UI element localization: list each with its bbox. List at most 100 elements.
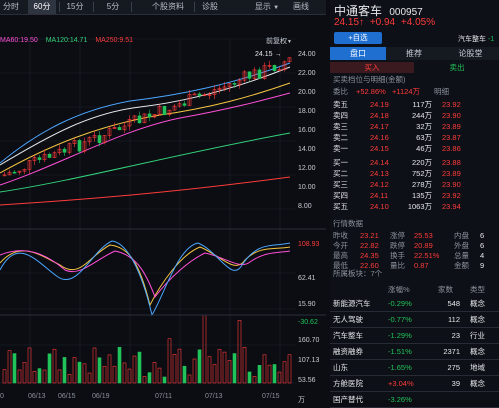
level-label: 卖二 [333, 133, 348, 142]
level-label: 买二 [333, 169, 348, 178]
display-menu[interactable]: 显示 ▼ [252, 0, 282, 14]
ask-row: 卖五 24.19 117万 23.92 [330, 99, 499, 110]
level-volume: 63万 [416, 133, 432, 142]
sector-change: -1.51% [388, 347, 412, 356]
tab-60min[interactable]: 60分 [28, 0, 56, 14]
volume-bar [257, 365, 262, 384]
detail-price: 23.86 [442, 144, 461, 153]
candle-body [152, 114, 157, 118]
stock-price-line: 24.15↑ +0.94 +4.05% [334, 17, 435, 28]
sector-change: +3.04% [388, 379, 414, 388]
sector-name: 无人驾驶 [333, 315, 363, 324]
candle-body [27, 160, 32, 170]
candle-body [167, 109, 172, 115]
divider [330, 343, 499, 344]
level-label: 买三 [333, 180, 348, 189]
candle-body [17, 170, 22, 173]
level-label: 卖四 [333, 111, 348, 120]
sector-change: -1.29% [388, 331, 412, 340]
ask-row: 卖三 24.17 32万 23.89 [330, 121, 499, 132]
indicator-tick: 62.41 [298, 275, 316, 282]
sector-count: 112 [448, 315, 460, 324]
sector-type: 概念 [470, 347, 485, 356]
candle-body [172, 105, 177, 111]
volume-bar [217, 349, 222, 384]
ask-row: 卖四 24.18 244万 23.90 [330, 110, 499, 121]
kline-chart[interactable]: MA60:19.50 MA120:14.71 MA250:9.51 前复权▼ 2… [0, 15, 326, 404]
sector-row[interactable]: 融资融券 -1.51% 2371 概念 [330, 346, 499, 357]
weibi-ratio: +52.86% [356, 87, 386, 96]
ma-legend: MA60:19.50 MA120:14.71 MA250:9.51 [0, 37, 133, 44]
buy-tab[interactable]: 买入 [330, 62, 414, 73]
tab-5min[interactable]: 5分 [106, 2, 120, 11]
volume-bars [2, 314, 292, 384]
volume-bar [197, 349, 202, 384]
candle-body [52, 152, 57, 158]
stat-key: 最低 [333, 261, 348, 270]
bid-row: 买二 24.13 752万 23.89 [330, 168, 499, 179]
sector-row[interactable]: 无人驾驶 -0.77% 112 概念 [330, 314, 499, 325]
draw-line-button[interactable]: 画线 [293, 2, 309, 11]
price-tick: 12.00 [298, 165, 316, 172]
volume-bar [132, 355, 137, 384]
sector-row[interactable]: 新能源汽车 -0.29% 548 概念 [330, 298, 499, 309]
volume-bar [207, 356, 212, 384]
chart-canvas [0, 38, 326, 384]
date-tick: 07/11 [155, 393, 172, 400]
bid-row: 买四 24.11 135万 23.92 [330, 190, 499, 201]
candle-body [237, 79, 242, 85]
level-volume: 220万 [411, 158, 432, 167]
volume-bar [62, 357, 67, 384]
candle-body [242, 71, 247, 81]
sector-row[interactable]: 方舱医院 +3.04% 39 概念 [330, 378, 499, 389]
divider [93, 2, 94, 12]
stat-key: 外盘 [454, 241, 469, 250]
volume-bar [272, 364, 277, 384]
ask-row: 卖二 24.16 63万 23.87 [330, 132, 499, 143]
sector-change: -1 [487, 36, 495, 43]
level-volume: 135万 [411, 191, 432, 200]
indicator-tick: 15.90 [298, 301, 316, 308]
volume-bar [267, 364, 272, 384]
tab-orderbook[interactable]: 盘口 [330, 47, 386, 60]
sector-quote[interactable]: 汽车整车 -1 [458, 34, 494, 44]
detail-price: 23.92 [442, 100, 461, 109]
volume-bar [232, 353, 237, 384]
candlesticks [2, 57, 292, 177]
add-watchlist-button[interactable]: +自选 [334, 32, 382, 44]
panel-tabs: 盘口 推荐 论股堂 [330, 47, 499, 60]
sell-tab[interactable]: 卖出 [449, 63, 465, 72]
tab-stock-profile[interactable]: 个股资料 [152, 2, 184, 11]
sector-change: -0.77% [388, 315, 412, 324]
adjust-mode-label[interactable]: 前复权▼ [266, 36, 292, 46]
level-label: 买一 [333, 158, 348, 167]
volume-bar [47, 353, 52, 384]
ma-white-line [0, 66, 291, 166]
volume-bar [277, 371, 282, 384]
ma-yellow-line [0, 82, 291, 174]
level-volume: 32万 [416, 122, 432, 131]
level-price: 24.12 [370, 180, 389, 189]
tab-recommend[interactable]: 推荐 [406, 49, 422, 58]
detail-label[interactable]: 明细 [434, 87, 449, 96]
tab-timeshare[interactable]: 分时 [3, 2, 19, 11]
candle-body [227, 83, 232, 88]
volume-bar [237, 320, 242, 384]
sector-type: 概念 [470, 315, 485, 324]
volume-tick: 160.70 [298, 337, 320, 344]
volume-bar [202, 314, 207, 384]
sector-name: 山东 [333, 363, 348, 372]
volume-bar [177, 348, 182, 384]
indicator-tick: 108.93 [298, 241, 320, 248]
tab-15min[interactable]: 15分 [66, 2, 84, 11]
sector-row[interactable]: 山东 -1.65% 275 地域 [330, 362, 499, 373]
stat-value: 23.21 [360, 231, 379, 240]
ma250-line [0, 176, 291, 206]
sector-row[interactable]: 汽车整车 -1.29% 23 行业 [330, 330, 499, 341]
tab-forum[interactable]: 论股堂 [458, 49, 483, 58]
price-tick: 20.00 [298, 89, 316, 96]
quote-header: 行情数据 [333, 219, 363, 228]
stats-row: 昨收 23.21 涨停 25.53 内盘 6 [330, 230, 499, 241]
grid [0, 38, 296, 384]
tab-diagnosis[interactable]: 诊股 [202, 2, 218, 11]
